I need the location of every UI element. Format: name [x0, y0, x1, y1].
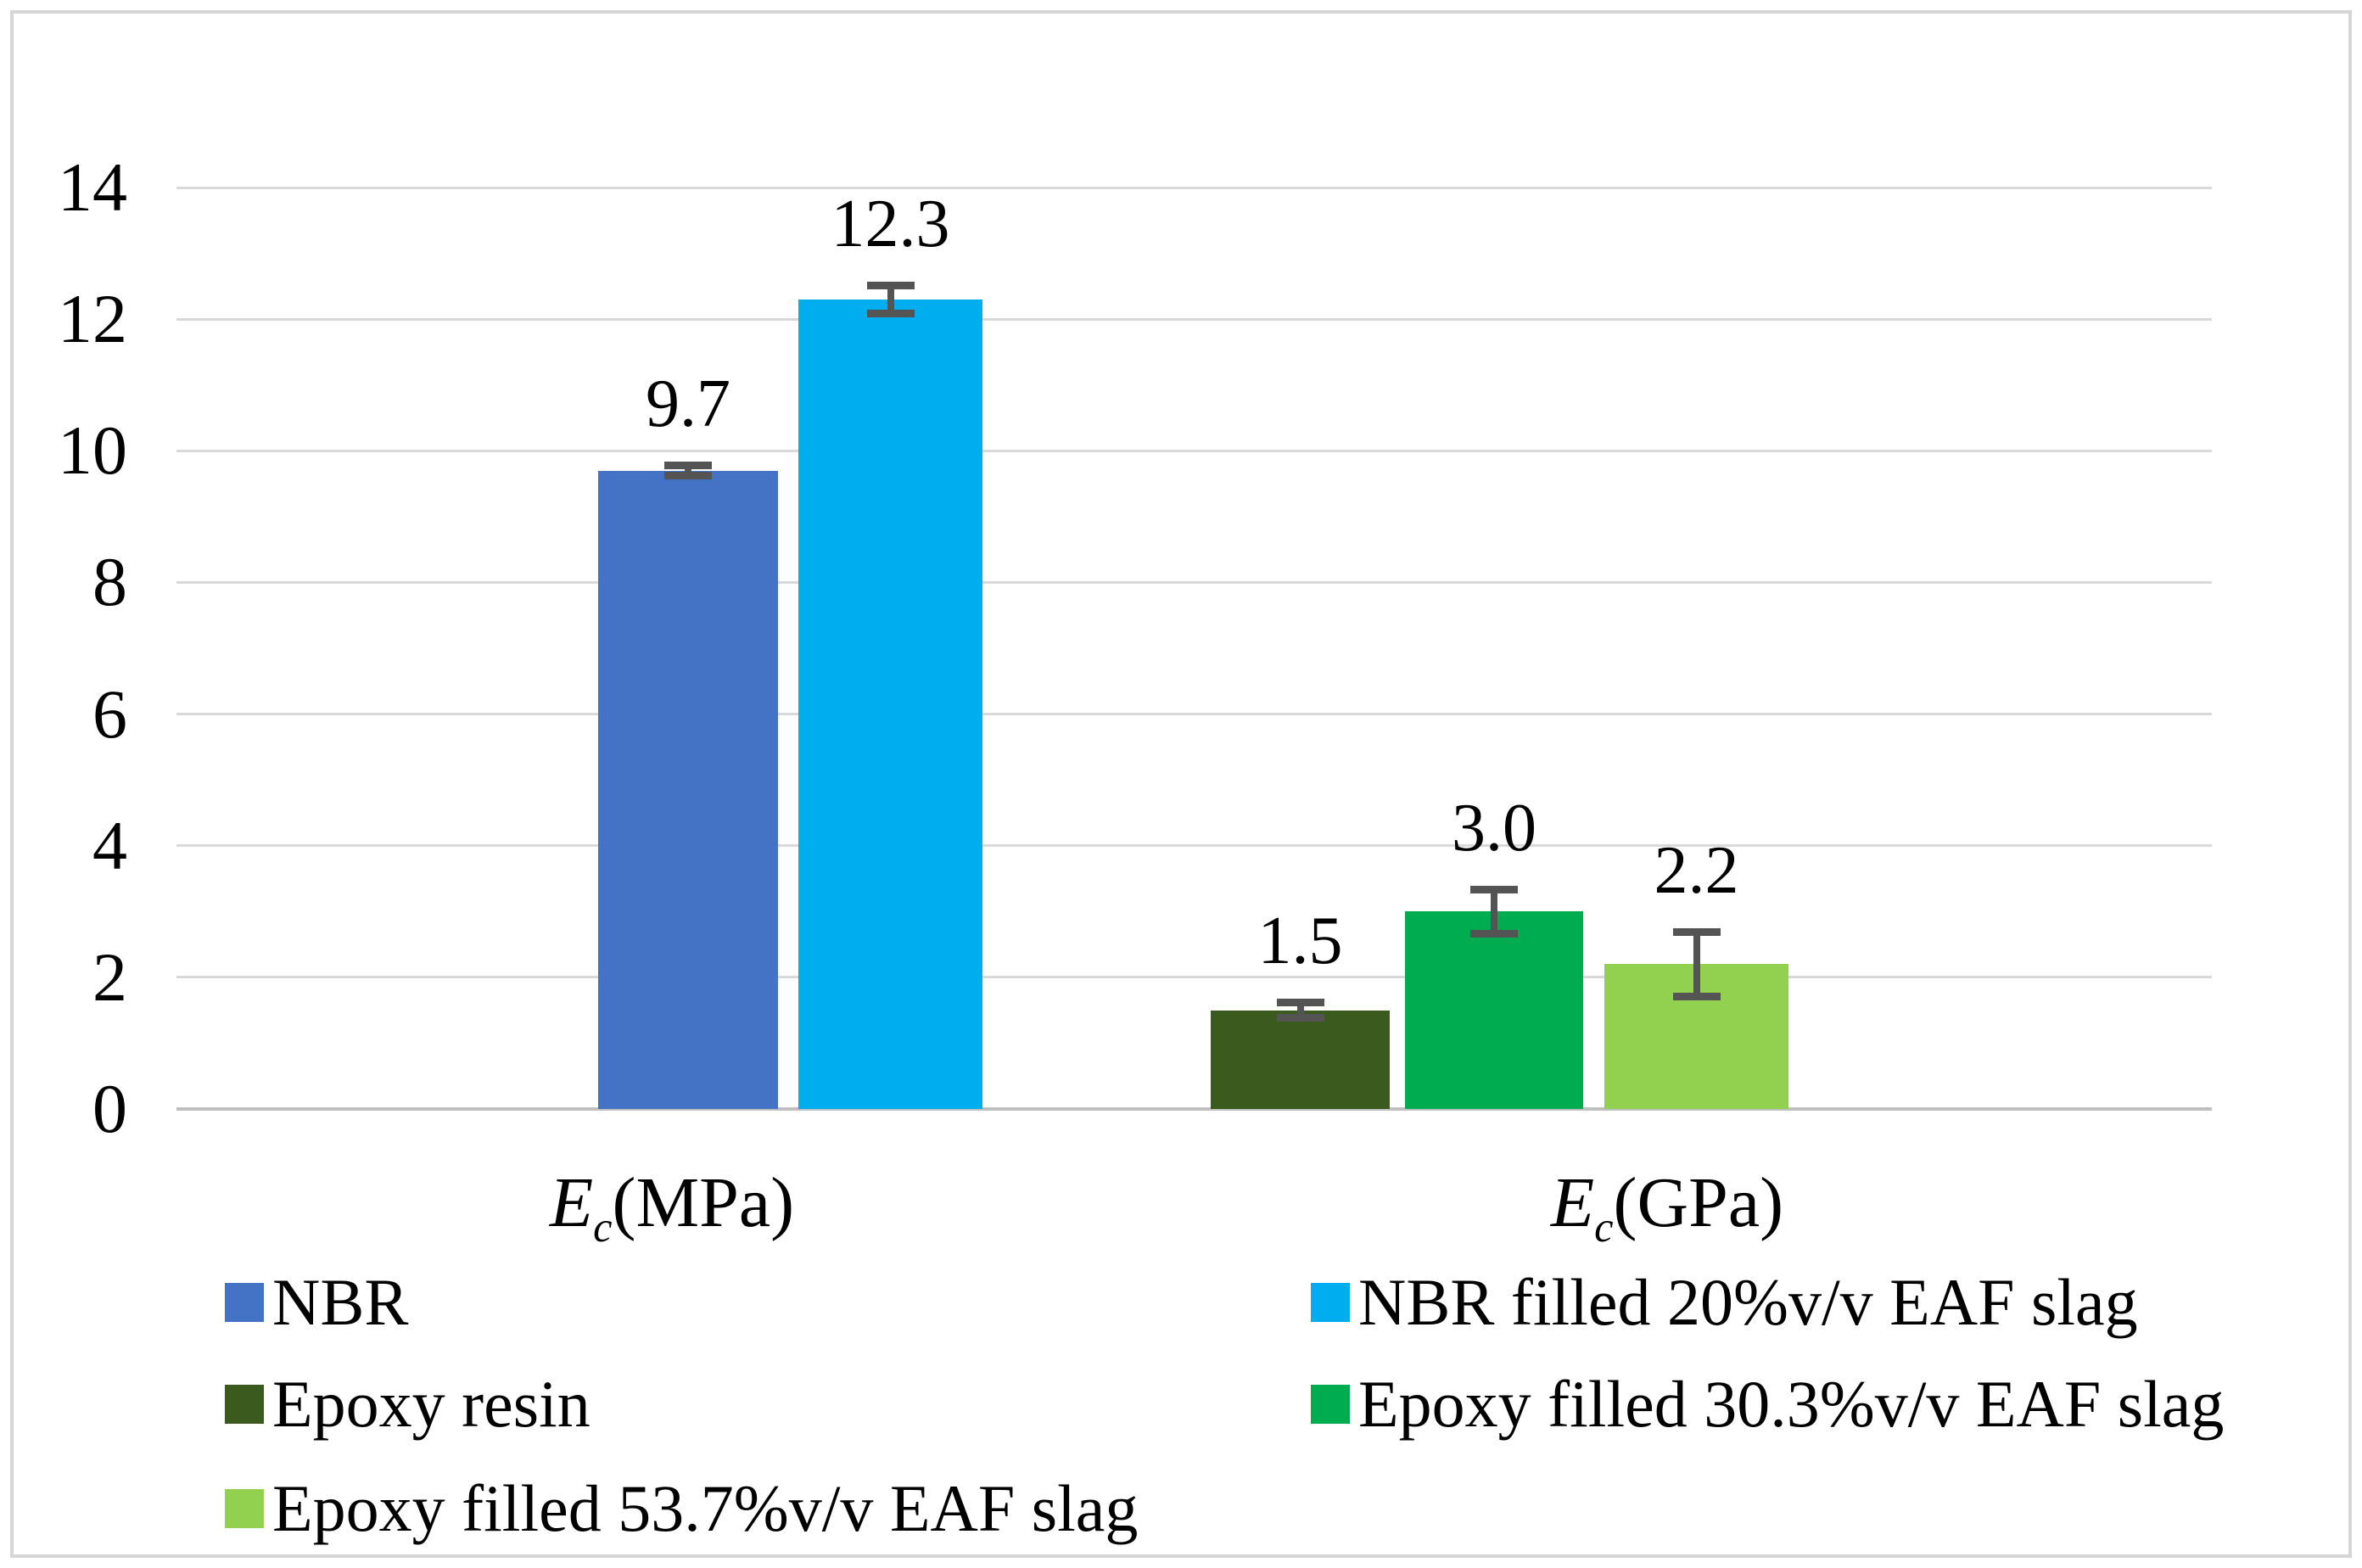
- legend-marker-nbr-filled-20-v-v-eaf-slag: [1311, 1283, 1350, 1322]
- legend-item-label: NBR: [272, 1265, 409, 1339]
- error-bar-stem: [685, 461, 691, 480]
- y-axis-tick-label: 14: [58, 148, 127, 226]
- bar-epoxy-filled-30-3-v-v-eaf-slag: [1405, 911, 1583, 1109]
- error-bar-cap-top: [1470, 886, 1518, 894]
- y-axis-tick-label: 0: [92, 1070, 127, 1147]
- gridline-y-4: [176, 844, 2212, 848]
- legend-marker-epoxy-filled-53-7-v-v-eaf-slag: [225, 1489, 264, 1528]
- x-axis-category-label: Ec(GPa): [1550, 1163, 1784, 1251]
- gridline-y-8: [176, 580, 2212, 584]
- error-bar-cap-bottom: [664, 472, 712, 480]
- bar-data-label: 3.0: [1452, 791, 1536, 866]
- error-bar-stem: [887, 281, 894, 317]
- error-bar-stem: [1693, 927, 1700, 1000]
- error-bar-cap-bottom: [866, 309, 915, 317]
- legend-item-label: NBR filled 20%v/v EAF slag: [1358, 1265, 2138, 1339]
- bar-data-label: 9.7: [646, 366, 730, 441]
- legend-item-label: Epoxy resin: [272, 1367, 590, 1441]
- y-axis-tick-label: 4: [92, 806, 127, 884]
- gridline-y-14: [176, 186, 2212, 189]
- legend-marker-nbr: [225, 1283, 264, 1322]
- x-axis-category-label: Ec(MPa): [549, 1163, 795, 1251]
- gridline-y-12: [176, 317, 2212, 321]
- bar-data-label: 12.3: [831, 186, 950, 261]
- error-bar-cap-top: [664, 461, 712, 469]
- error-bar-cap-bottom: [1470, 929, 1518, 938]
- legend-item-label: Epoxy filled 53.7%v/v EAF slag: [272, 1471, 1139, 1545]
- gridline-y-6: [176, 713, 2212, 716]
- gridline-y-2: [176, 976, 2212, 979]
- legend-marker-epoxy-filled-30-3-v-v-eaf-slag: [1311, 1385, 1350, 1424]
- error-bar-cap-bottom: [1276, 1013, 1324, 1022]
- y-axis-tick-label: 6: [92, 675, 127, 753]
- error-bar-cap-top: [1276, 999, 1324, 1007]
- error-bar-cap-top: [866, 281, 915, 289]
- bar-data-label: 2.2: [1654, 832, 1739, 908]
- error-bar-cap-top: [1672, 927, 1721, 936]
- legend-marker-epoxy-resin: [225, 1385, 264, 1424]
- bar-epoxy-resin: [1211, 1010, 1390, 1109]
- error-bar-stem: [1491, 886, 1497, 938]
- y-axis-tick-label: 2: [92, 938, 127, 1016]
- bar-nbr: [598, 470, 778, 1109]
- gridline-y-0: [176, 1107, 2212, 1111]
- error-bar-cap-bottom: [1672, 993, 1721, 1000]
- bar-data-label: 1.5: [1257, 904, 1343, 979]
- y-axis-tick-label: 12: [58, 280, 127, 358]
- bar-nbr-filled-20-v-v-eaf-slag: [798, 299, 982, 1109]
- gridline-y-10: [176, 449, 2212, 452]
- y-axis-tick-label: 8: [92, 543, 127, 621]
- legend-item-label: Epoxy filled 30.3%v/v EAF slag: [1358, 1367, 2225, 1441]
- error-bar-stem: [1296, 999, 1304, 1022]
- y-axis-tick-label: 10: [58, 412, 127, 490]
